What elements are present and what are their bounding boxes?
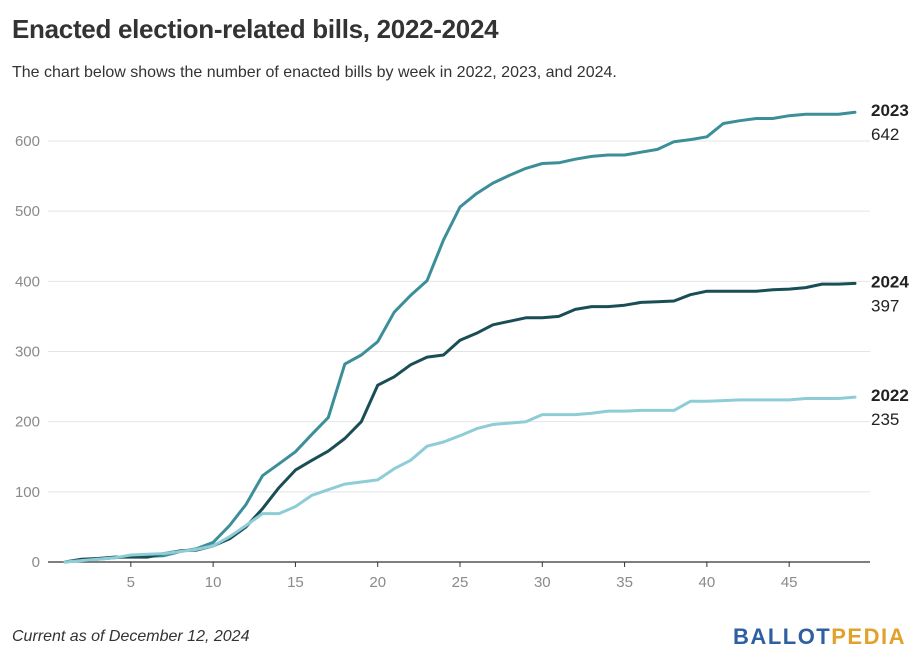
x-tick-label: 20 <box>369 574 386 591</box>
x-tick-label: 5 <box>127 574 135 591</box>
x-tick-label: 10 <box>205 574 222 591</box>
y-tick-label: 200 <box>15 414 40 431</box>
series-line-2023 <box>63 110 857 564</box>
x-tick-label: 30 <box>534 574 551 591</box>
x-tick-label: 15 <box>287 574 304 591</box>
series-lines <box>63 110 857 564</box>
logo-ballot: BALLOT <box>733 624 832 649</box>
x-tick-label: 25 <box>452 574 469 591</box>
y-tick-label: 500 <box>15 203 40 220</box>
chart-title: Enacted election-related bills, 2022-202… <box>12 14 499 44</box>
series-label-2023: 2023 <box>871 101 909 120</box>
series-end-value-2023: 642 <box>871 125 899 144</box>
logo-pedia: PEDIA <box>831 624 906 649</box>
series-label-2022: 2022 <box>871 386 909 405</box>
grid-lines <box>48 140 870 493</box>
series-label-2024: 2024 <box>871 272 909 291</box>
chart-subtitle: The chart below shows the number of enac… <box>12 64 617 81</box>
y-tick-label: 300 <box>15 344 40 361</box>
x-tick-label: 45 <box>781 574 798 591</box>
series-line-2024 <box>63 281 857 564</box>
footnote: Current as of December 12, 2024 <box>12 628 250 645</box>
x-tick-label: 35 <box>616 574 633 591</box>
x-axis-ticks: 5 10 15 20 25 30 35 40 45 <box>127 562 798 591</box>
y-tick-label: 100 <box>15 484 40 501</box>
series-end-value-2022: 235 <box>871 410 899 429</box>
y-tick-label: 600 <box>15 133 40 150</box>
series-end-value-2024: 397 <box>871 296 899 315</box>
ballotpedia-logo[interactable]: BALLOTPEDIA <box>733 624 906 650</box>
series-end-labels: 2023 642 2024 397 2022 235 <box>871 101 909 429</box>
y-axis-ticks: 0 100 200 300 400 500 600 <box>15 133 40 571</box>
y-tick-label: 0 <box>32 554 40 571</box>
y-tick-label: 400 <box>15 273 40 290</box>
x-tick-label: 40 <box>699 574 716 591</box>
series-line-2022 <box>63 395 857 564</box>
